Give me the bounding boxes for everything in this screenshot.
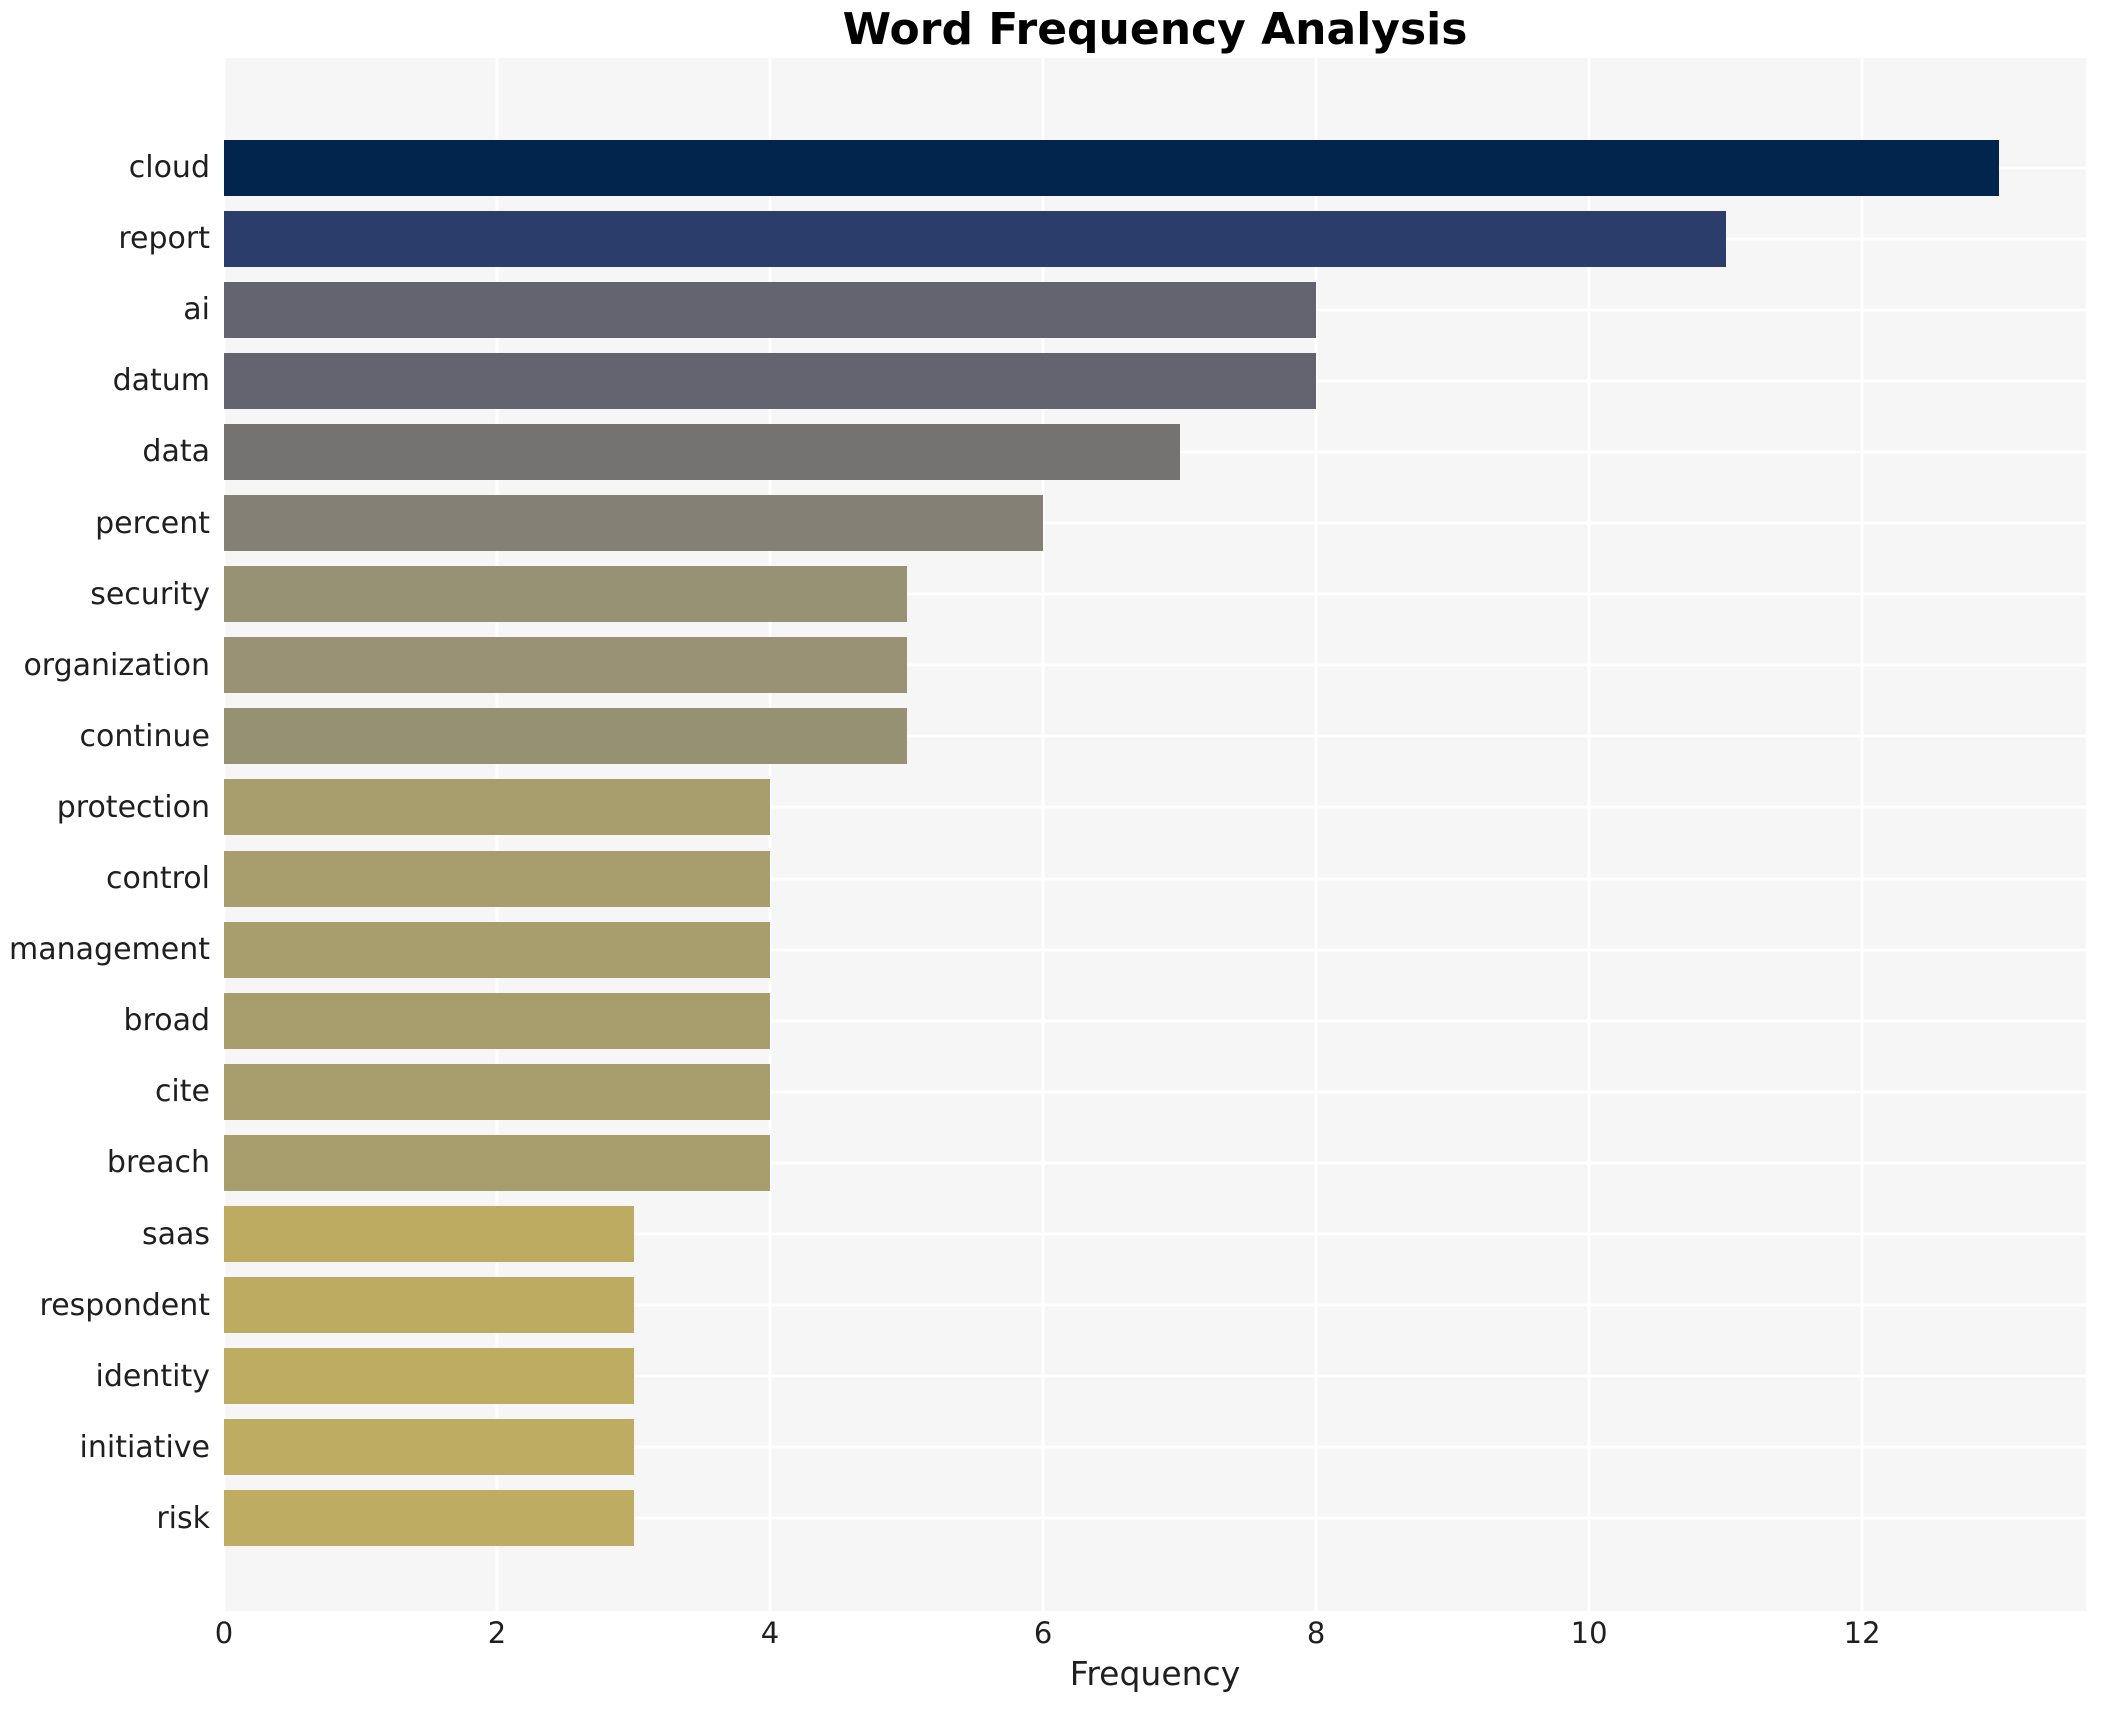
y-gridline: [224, 521, 2086, 525]
y-gridline: [224, 805, 2086, 809]
y-tick-label-respondent: respondent: [39, 1287, 210, 1323]
y-gridline: [224, 1516, 2086, 1520]
y-gridline: [224, 734, 2086, 738]
y-tick-label-breach: breach: [106, 1145, 210, 1181]
bar-initiative: [224, 1419, 634, 1476]
x-gridline: [768, 58, 772, 1611]
chart-title: Word Frequency Analysis: [842, 4, 1468, 55]
bar-cloud: [224, 139, 1999, 196]
bar-management: [224, 921, 771, 978]
y-tick-label-datum: datum: [112, 363, 210, 399]
bar-saas: [224, 1206, 634, 1262]
y-gridline: [224, 1374, 2086, 1378]
y-tick-label-cite: cite: [154, 1074, 210, 1110]
bar-ai: [224, 281, 1317, 338]
bar-breach: [224, 1134, 771, 1191]
y-gridline: [224, 1445, 2086, 1449]
bar-percent: [224, 495, 1044, 551]
x-tick-label-10: 10: [1570, 1616, 1608, 1650]
x-gridline: [1041, 58, 1045, 1611]
y-tick-label-saas: saas: [141, 1216, 210, 1252]
y-gridline: [224, 1019, 2086, 1023]
bar-data: [224, 423, 1180, 480]
y-tick-label-control: control: [106, 861, 210, 896]
y-tick-label-percent: percent: [95, 505, 210, 541]
x-tick-label-2: 2: [487, 1616, 507, 1650]
x-tick-label-0: 0: [214, 1616, 234, 1650]
y-tick-label-organization: organization: [23, 647, 210, 683]
y-tick-label-protection: protection: [56, 789, 210, 825]
y-gridline: [224, 1232, 2086, 1236]
bar-risk: [224, 1490, 634, 1547]
bar-respondent: [224, 1277, 634, 1334]
y-gridline: [224, 1161, 2086, 1165]
y-tick-label-security: security: [90, 576, 210, 612]
y-tick-label-identity: identity: [95, 1358, 210, 1394]
bar-datum: [224, 352, 1317, 409]
bar-identity: [224, 1348, 634, 1405]
y-tick-label-data: data: [142, 434, 210, 470]
y-tick-label-cloud: cloud: [128, 150, 210, 185]
bar-organization: [224, 637, 907, 694]
bar-control: [224, 850, 771, 907]
y-tick-label-ai: ai: [183, 292, 210, 328]
x-tick-label-8: 8: [1306, 1616, 1326, 1650]
bar-security: [224, 566, 907, 623]
plot-area: [222, 58, 2086, 1611]
y-gridline: [224, 592, 2086, 596]
y-tick-label-report: report: [118, 221, 210, 257]
bar-cite: [224, 1063, 771, 1120]
x-tick-label-6: 6: [1033, 1616, 1053, 1650]
y-gridline: [224, 1090, 2086, 1094]
y-gridline: [224, 663, 2086, 667]
y-tick-label-management: management: [9, 932, 210, 968]
bar-broad: [224, 992, 771, 1049]
x-axis-label: Frequency: [1069, 1654, 1241, 1693]
y-gridline: [224, 877, 2086, 880]
y-tick-label-initiative: initiative: [79, 1429, 210, 1465]
x-gridline: [1860, 58, 1864, 1611]
x-tick-label-12: 12: [1843, 1616, 1881, 1650]
bar-continue: [224, 708, 907, 765]
y-gridline: [224, 1303, 2086, 1307]
bar-protection: [224, 779, 771, 836]
x-tick-label-4: 4: [760, 1616, 780, 1650]
y-gridline: [224, 948, 2086, 952]
x-gridline: [1314, 58, 1318, 1611]
y-tick-label-risk: risk: [156, 1500, 210, 1536]
y-tick-label-broad: broad: [123, 1003, 211, 1039]
x-gridline: [1587, 58, 1591, 1611]
y-tick-label-continue: continue: [79, 718, 210, 754]
bar-report: [224, 210, 1726, 267]
